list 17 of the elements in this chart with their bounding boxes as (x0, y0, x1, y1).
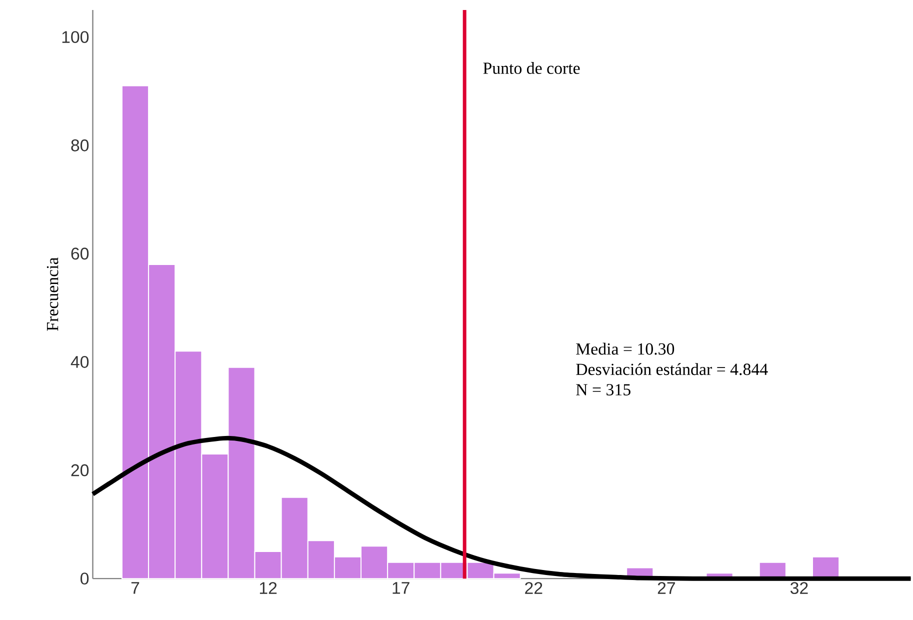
y-axis-title: Frecuencia (46, 257, 58, 331)
y-tick-label: 0 (80, 572, 89, 584)
y-tick-label: 60 (71, 247, 89, 260)
ref-line-label: Punto de corte (483, 62, 580, 74)
y-tick-label: 80 (71, 139, 89, 152)
x-tick-label: 27 (658, 582, 675, 594)
x-tick-label: 17 (392, 582, 410, 594)
x-tick-label: 7 (131, 582, 140, 594)
annotation: N = 315 (576, 384, 630, 396)
x-tick-label: 32 (790, 582, 808, 594)
x-tick-label: 12 (260, 582, 277, 594)
y-tick-label: 20 (71, 464, 89, 476)
x-tick-label: 22 (525, 582, 542, 594)
annotation: Desviación estándar = 4.844 (576, 362, 768, 375)
annotation: Media = 10.30 (576, 342, 674, 355)
y-tick-label: 40 (70, 356, 89, 368)
y-tick-label: 100 (62, 30, 89, 43)
